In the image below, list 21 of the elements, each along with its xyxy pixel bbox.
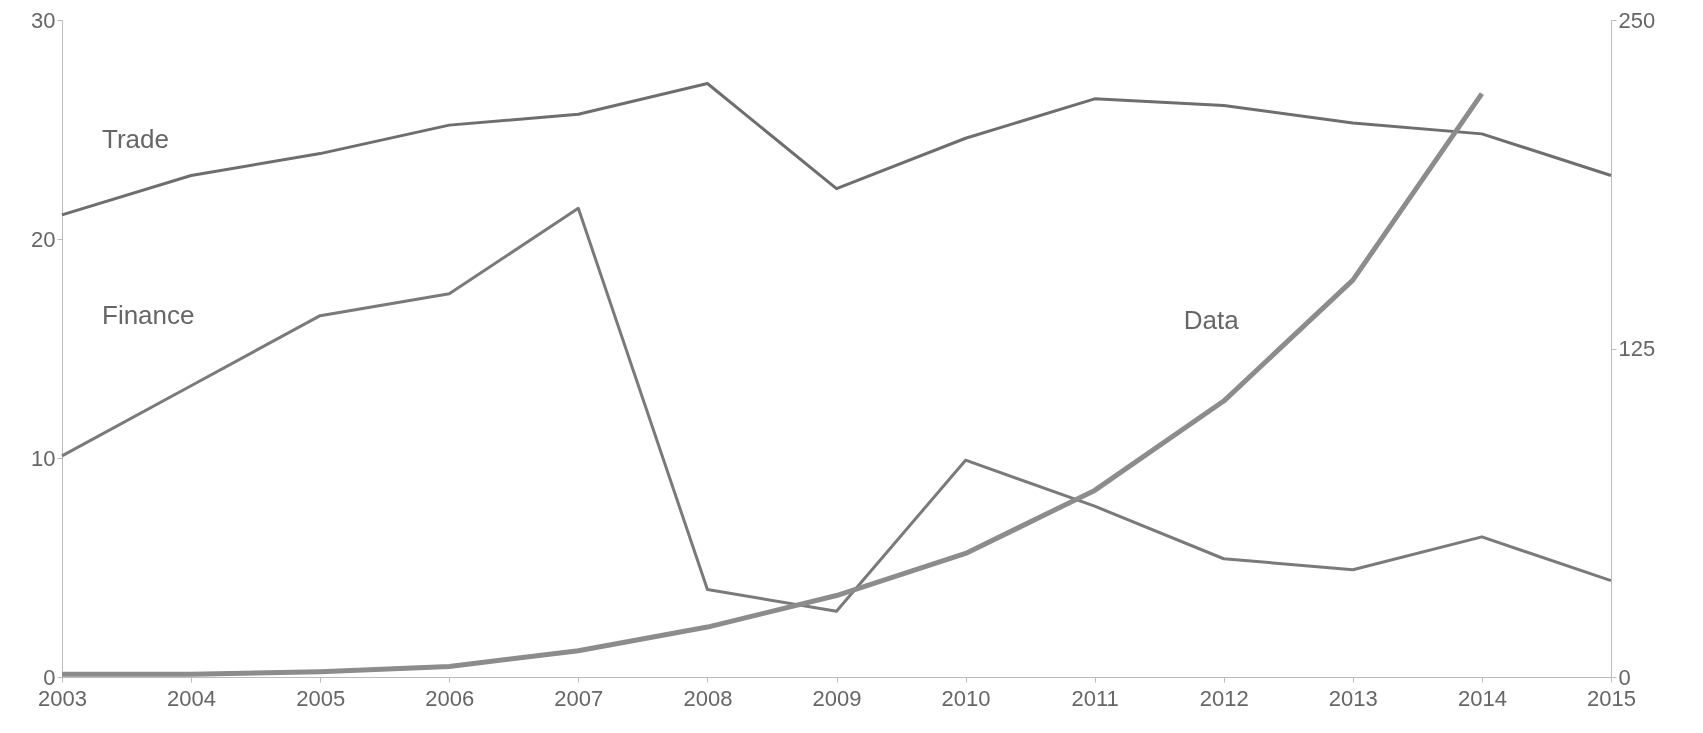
series-label: Finance [102,299,195,330]
series-label: Data [1183,305,1240,336]
x-tick-label: 2004 [167,685,217,711]
y2-tick-label: 125 [1618,336,1656,361]
line-series [60,82,1613,217]
x-tick-label: 2009 [812,685,862,711]
line-series [60,206,1613,613]
x-tick-label: 2010 [941,685,991,711]
x-tick-label: 2012 [1199,685,1249,711]
x-tick-label: 2006 [425,685,475,711]
x-tick-label: 2013 [1328,685,1378,711]
x-tick-label: 2005 [296,685,346,711]
x-tick-label: 2008 [683,685,733,711]
y2-tick-label: 250 [1618,7,1656,33]
series-label: Trade [102,123,169,154]
y-tick-label: 30 [31,7,56,33]
y-tick-label: 10 [31,445,56,471]
y-tick-label: 20 [31,226,56,252]
x-tick-label: 2011 [1071,685,1119,711]
x-tick-label: 2014 [1457,685,1507,711]
x-tick-label: 2007 [554,685,604,711]
